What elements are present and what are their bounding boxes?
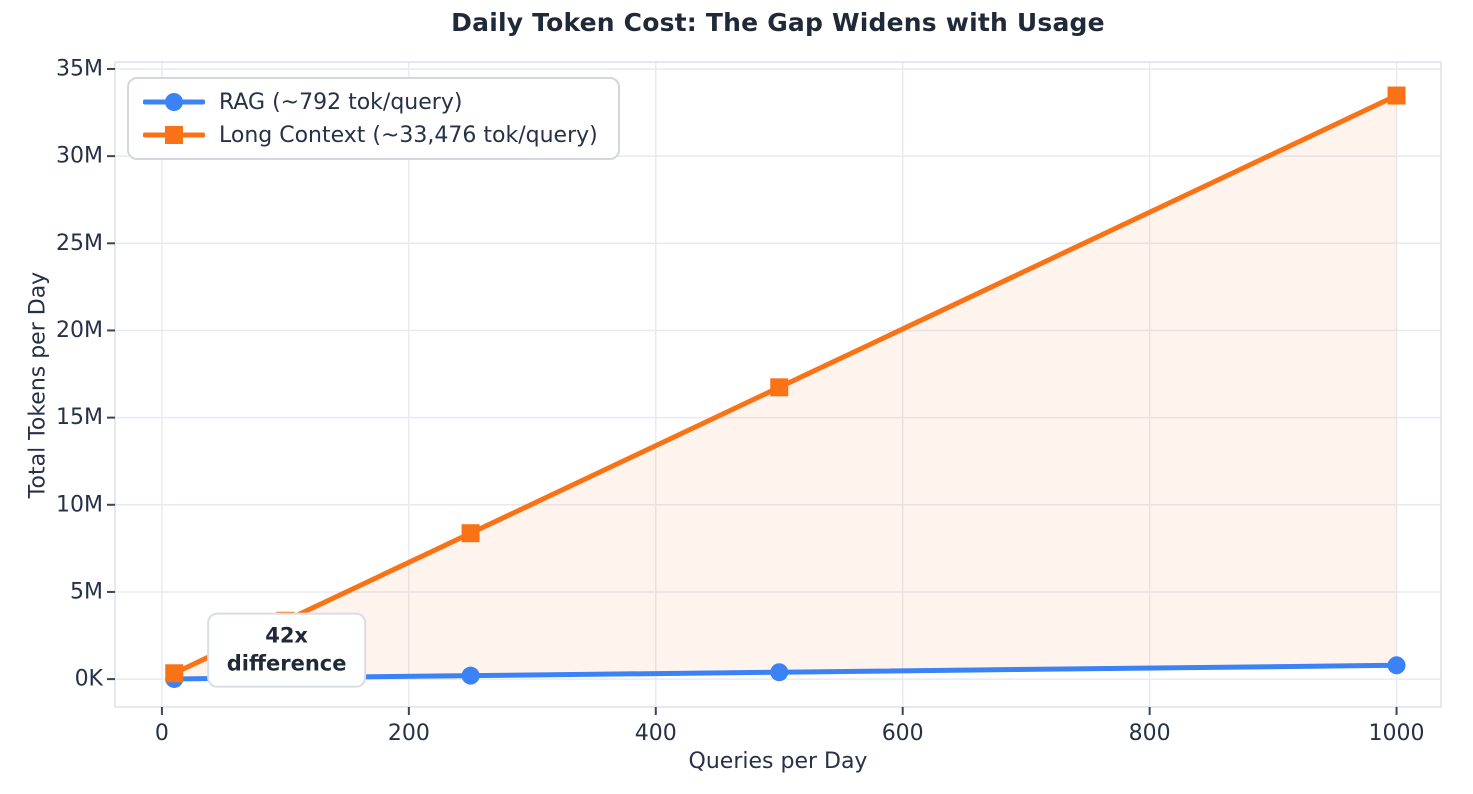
svg-text:200: 200 bbox=[388, 721, 430, 746]
svg-text:35M: 35M bbox=[56, 56, 103, 81]
svg-text:0K: 0K bbox=[75, 667, 104, 692]
data-point-marker bbox=[770, 378, 789, 397]
svg-text:400: 400 bbox=[635, 721, 677, 746]
data-point-marker bbox=[770, 663, 789, 682]
data-point-marker bbox=[1387, 656, 1406, 675]
svg-text:600: 600 bbox=[882, 721, 924, 746]
svg-text:30M: 30M bbox=[56, 144, 103, 169]
svg-text:25M: 25M bbox=[56, 231, 103, 256]
x-tick-labels: 0 200 400 600 800 1000 bbox=[155, 721, 1425, 746]
annotation-line-1: 42x bbox=[265, 623, 308, 648]
y-tick-labels: 0K 5M 10M 15M 20M 25M 30M 35M bbox=[56, 56, 104, 691]
legend-item-rag: RAG (~792 tok/query) bbox=[143, 89, 598, 115]
legend-item-long-context: Long Context (~33,476 tok/query) bbox=[143, 122, 598, 148]
svg-text:20M: 20M bbox=[56, 318, 103, 343]
legend-label-rag: RAG (~792 tok/query) bbox=[219, 89, 463, 115]
chart-title: Daily Token Cost: The Gap Widens with Us… bbox=[451, 8, 1105, 37]
svg-text:15M: 15M bbox=[56, 405, 103, 430]
data-point-marker bbox=[461, 666, 480, 685]
legend: RAG (~792 tok/query) Long Context (~33,4… bbox=[127, 77, 620, 160]
long-context-line-swatch bbox=[143, 126, 205, 144]
gridlines bbox=[115, 62, 1441, 707]
tick-marks bbox=[107, 67, 1398, 715]
x-axis-label: Queries per Day bbox=[688, 749, 868, 774]
svg-text:0: 0 bbox=[155, 721, 169, 746]
annotation-line-2: difference bbox=[226, 651, 347, 676]
svg-text:10M: 10M bbox=[56, 492, 103, 517]
svg-text:800: 800 bbox=[1129, 721, 1171, 746]
data-point-marker bbox=[1387, 86, 1406, 105]
svg-text:5M: 5M bbox=[70, 579, 103, 604]
data-point-marker bbox=[165, 664, 184, 683]
svg-text:1000: 1000 bbox=[1369, 721, 1425, 746]
data-point-marker bbox=[461, 524, 480, 543]
rag-line-swatch bbox=[143, 93, 205, 111]
plot-border bbox=[114, 61, 1442, 708]
annotation-42x-difference: 42x difference bbox=[206, 612, 367, 688]
y-axis-label: Total Tokens per Day bbox=[25, 271, 51, 499]
legend-label-long-context: Long Context (~33,476 tok/query) bbox=[219, 122, 598, 148]
